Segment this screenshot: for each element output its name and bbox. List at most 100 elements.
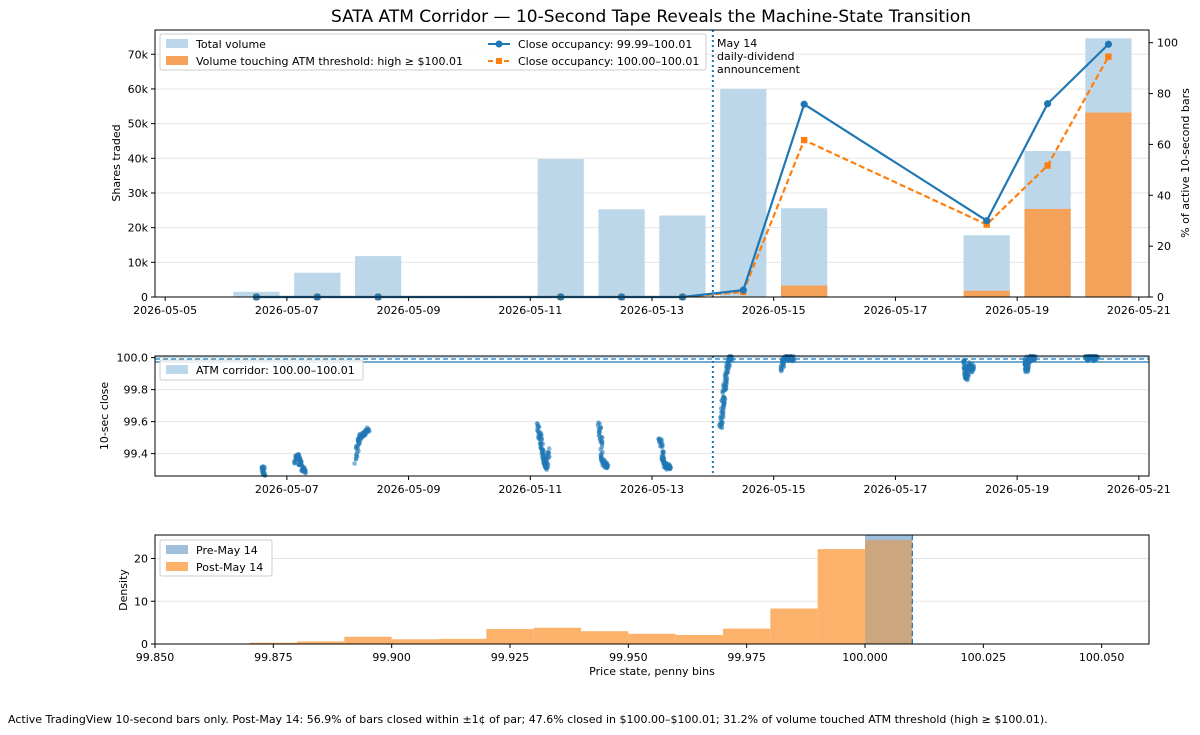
histogram-x-label: Price state, penny bins xyxy=(589,665,715,678)
volume-x-tick-label: 2026-05-09 xyxy=(377,304,441,317)
legend-swatch-total-volume xyxy=(166,39,188,48)
close-point xyxy=(598,447,603,452)
annotation-line-3: announcement xyxy=(717,63,801,76)
total-volume-bar xyxy=(537,158,584,297)
close-point xyxy=(1031,357,1037,363)
legend-label-pre: Pre-May 14 xyxy=(196,544,258,557)
scatter-x-tick-label: 2026-05-09 xyxy=(377,483,441,496)
annotation-line-2: daily-dividend xyxy=(717,50,794,63)
volume-x-tick-label: 2026-05-05 xyxy=(133,304,197,317)
volume-y-label: Shares traded xyxy=(110,124,123,201)
close-point xyxy=(721,394,726,400)
volume-y-tick-label: 10k xyxy=(128,256,149,269)
occupancy-wide-point xyxy=(983,217,991,225)
total-volume-bar xyxy=(294,272,341,297)
volume-y-tick-label: 50k xyxy=(128,118,149,131)
volume-y-ticks: 0 10k 20k 30k 40k 50k 60k 70k xyxy=(128,48,155,304)
histogram-x-tick-label: 99.850 xyxy=(136,651,175,664)
scatter-y-tick-label: 99.8 xyxy=(124,384,149,397)
overlap-histogram-bar xyxy=(865,540,913,644)
histogram-y-ticks: 0 10 20 xyxy=(134,553,155,651)
volume-x-tick-label: 2026-05-11 xyxy=(498,304,562,317)
occupancy-narrow-point xyxy=(983,221,990,228)
volume-gridlines xyxy=(155,53,1149,263)
scatter-legend-box xyxy=(159,359,364,381)
post-histogram-bar xyxy=(770,608,818,644)
volume-x-tick-label: 2026-05-13 xyxy=(620,304,684,317)
close-point xyxy=(352,461,357,466)
close-point xyxy=(604,465,609,471)
post-histogram-bar xyxy=(533,627,581,644)
post-histogram-bar xyxy=(297,641,345,644)
close-point xyxy=(964,371,969,376)
close-point xyxy=(546,450,552,455)
occupancy-y-tick-label: 60 xyxy=(1157,138,1171,151)
scatter-y-tick-label: 100.0 xyxy=(117,352,149,365)
histogram-bars xyxy=(202,535,913,644)
close-point xyxy=(546,446,552,451)
post-histogram-bar xyxy=(723,628,771,644)
occupancy-y-tick-label: 100 xyxy=(1157,37,1178,50)
scatter-legend: ATM corridor: 100.00–100.01 xyxy=(159,359,364,381)
close-point xyxy=(598,425,604,430)
scatter-y-label: 10-sec close xyxy=(98,382,111,451)
total-volume-bar xyxy=(720,88,767,297)
occupancy-wide-point xyxy=(800,100,808,108)
close-point xyxy=(539,436,544,442)
scatter-x-ticks: 2026-05-07 2026-05-09 2026-05-11 2026-05-13… xyxy=(255,476,1171,496)
legend-swatch-corridor xyxy=(166,365,188,374)
post-histogram-bar xyxy=(249,642,297,644)
occupancy-narrow-point xyxy=(1105,53,1112,60)
post-histogram-bar xyxy=(439,638,487,644)
occupancy-narrow-point xyxy=(800,136,808,144)
histogram-x-tick-label: 99.900 xyxy=(372,651,411,664)
touch-volume-bar xyxy=(781,285,828,297)
total-volume-bar xyxy=(659,215,706,297)
total-volume-bar xyxy=(963,235,1010,297)
post-histogram-bar xyxy=(581,631,629,644)
scatter-x-tick-label: 2026-05-21 xyxy=(1107,483,1171,496)
scatter-y-tick-label: 99.6 xyxy=(124,416,149,429)
volume-x-tick-label: 2026-05-19 xyxy=(985,304,1049,317)
post-histogram-bar xyxy=(675,635,723,644)
total-volume-bar xyxy=(598,209,645,297)
atm-corridor-band xyxy=(155,356,1149,358)
close-point xyxy=(260,471,266,477)
volume-x-tick-label: 2026-05-15 xyxy=(742,304,806,317)
legend-label-touch-volume: Volume touching ATM threshold: high ≥ $1… xyxy=(196,55,463,68)
total-volume-bar xyxy=(781,208,828,297)
occupancy-y-tick-label: 20 xyxy=(1157,240,1171,253)
volume-occupancy-panel: 2026-05-05 2026-05-07 2026-05-09 2026-05-11… xyxy=(110,29,1192,317)
close-point xyxy=(667,464,672,469)
legend-swatch-post xyxy=(166,562,188,571)
occupancy-y-tick-label: 0 xyxy=(1157,291,1164,304)
legend-label-occupancy-narrow: Close occupancy: 100.00–100.01 xyxy=(518,55,699,68)
legend-label-occupancy-wide: Close occupancy: 99.99–100.01 xyxy=(518,38,692,51)
annotation-line-1: May 14 xyxy=(717,37,757,50)
legend-label-post: Post-May 14 xyxy=(196,561,263,574)
figure-title: SATA ATM Corridor — 10-Second Tape Revea… xyxy=(331,7,971,27)
histogram-x-tick-label: 99.875 xyxy=(254,651,293,664)
occupancy-narrow-point xyxy=(1044,162,1051,169)
scatter-x-tick-label: 2026-05-13 xyxy=(620,483,684,496)
histogram-x-tick-label: 99.975 xyxy=(727,651,766,664)
legend-label-corridor: ATM corridor: 100.00–100.01 xyxy=(196,364,355,377)
legend-swatch-touch-volume xyxy=(166,56,188,65)
scatter-x-tick-label: 2026-05-19 xyxy=(985,483,1049,496)
legend-swatch-pre xyxy=(166,545,188,554)
legend-marker-occupancy-wide xyxy=(495,40,503,48)
histogram-y-tick-label: 0 xyxy=(141,638,148,651)
histogram-x-tick-label: 99.950 xyxy=(609,651,648,664)
scatter-x-tick-label: 2026-05-17 xyxy=(863,483,927,496)
close-point xyxy=(790,356,796,361)
volume-legend: Total volume Volume touching ATM thresho… xyxy=(159,33,707,71)
occupancy-y-ticks: 0 20 40 60 80 100 xyxy=(1149,37,1178,304)
close-point xyxy=(302,470,308,476)
volume-x-tick-label: 2026-05-21 xyxy=(1107,304,1171,317)
close-point xyxy=(659,444,665,450)
occupancy-y-tick-label: 40 xyxy=(1157,189,1171,202)
histogram-y-label: Density xyxy=(117,569,130,611)
volume-bars xyxy=(233,38,1132,297)
post-histogram-bar xyxy=(817,549,865,644)
histogram-legend: Pre-May 14 Post-May 14 xyxy=(159,539,273,577)
